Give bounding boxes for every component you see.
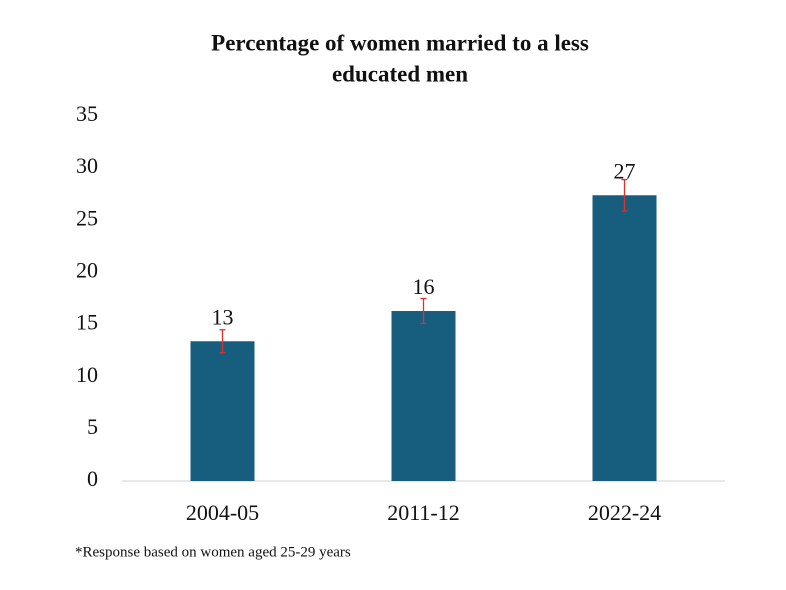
y-tick-label: 25: [76, 205, 98, 230]
footnote: *Response based on women aged 25-29 year…: [75, 544, 351, 560]
y-tick-label: 10: [76, 362, 98, 387]
x-tick-label: 2022-24: [588, 500, 661, 525]
error-bar: [219, 329, 226, 354]
y-tick-label: 15: [76, 310, 98, 335]
x-tick-label: 2011-12: [387, 500, 460, 525]
bar: [592, 195, 657, 481]
bar: [190, 341, 255, 481]
error-bar: [621, 178, 628, 212]
chart-title: Percentage of women married to a less: [211, 30, 589, 55]
y-tick-label: 35: [76, 101, 98, 126]
data-label: 13: [212, 304, 234, 329]
y-tick-label: 20: [76, 257, 98, 282]
bar: [391, 311, 456, 481]
data-label: 27: [614, 158, 636, 183]
y-tick-label: 0: [87, 466, 98, 491]
data-label: 16: [413, 274, 435, 299]
error-bar: [420, 297, 427, 325]
x-tick-label: 2004-05: [186, 500, 259, 525]
y-tick-label: 5: [87, 414, 98, 439]
y-tick-label: 30: [76, 153, 98, 178]
chart-title: educated men: [332, 61, 468, 86]
